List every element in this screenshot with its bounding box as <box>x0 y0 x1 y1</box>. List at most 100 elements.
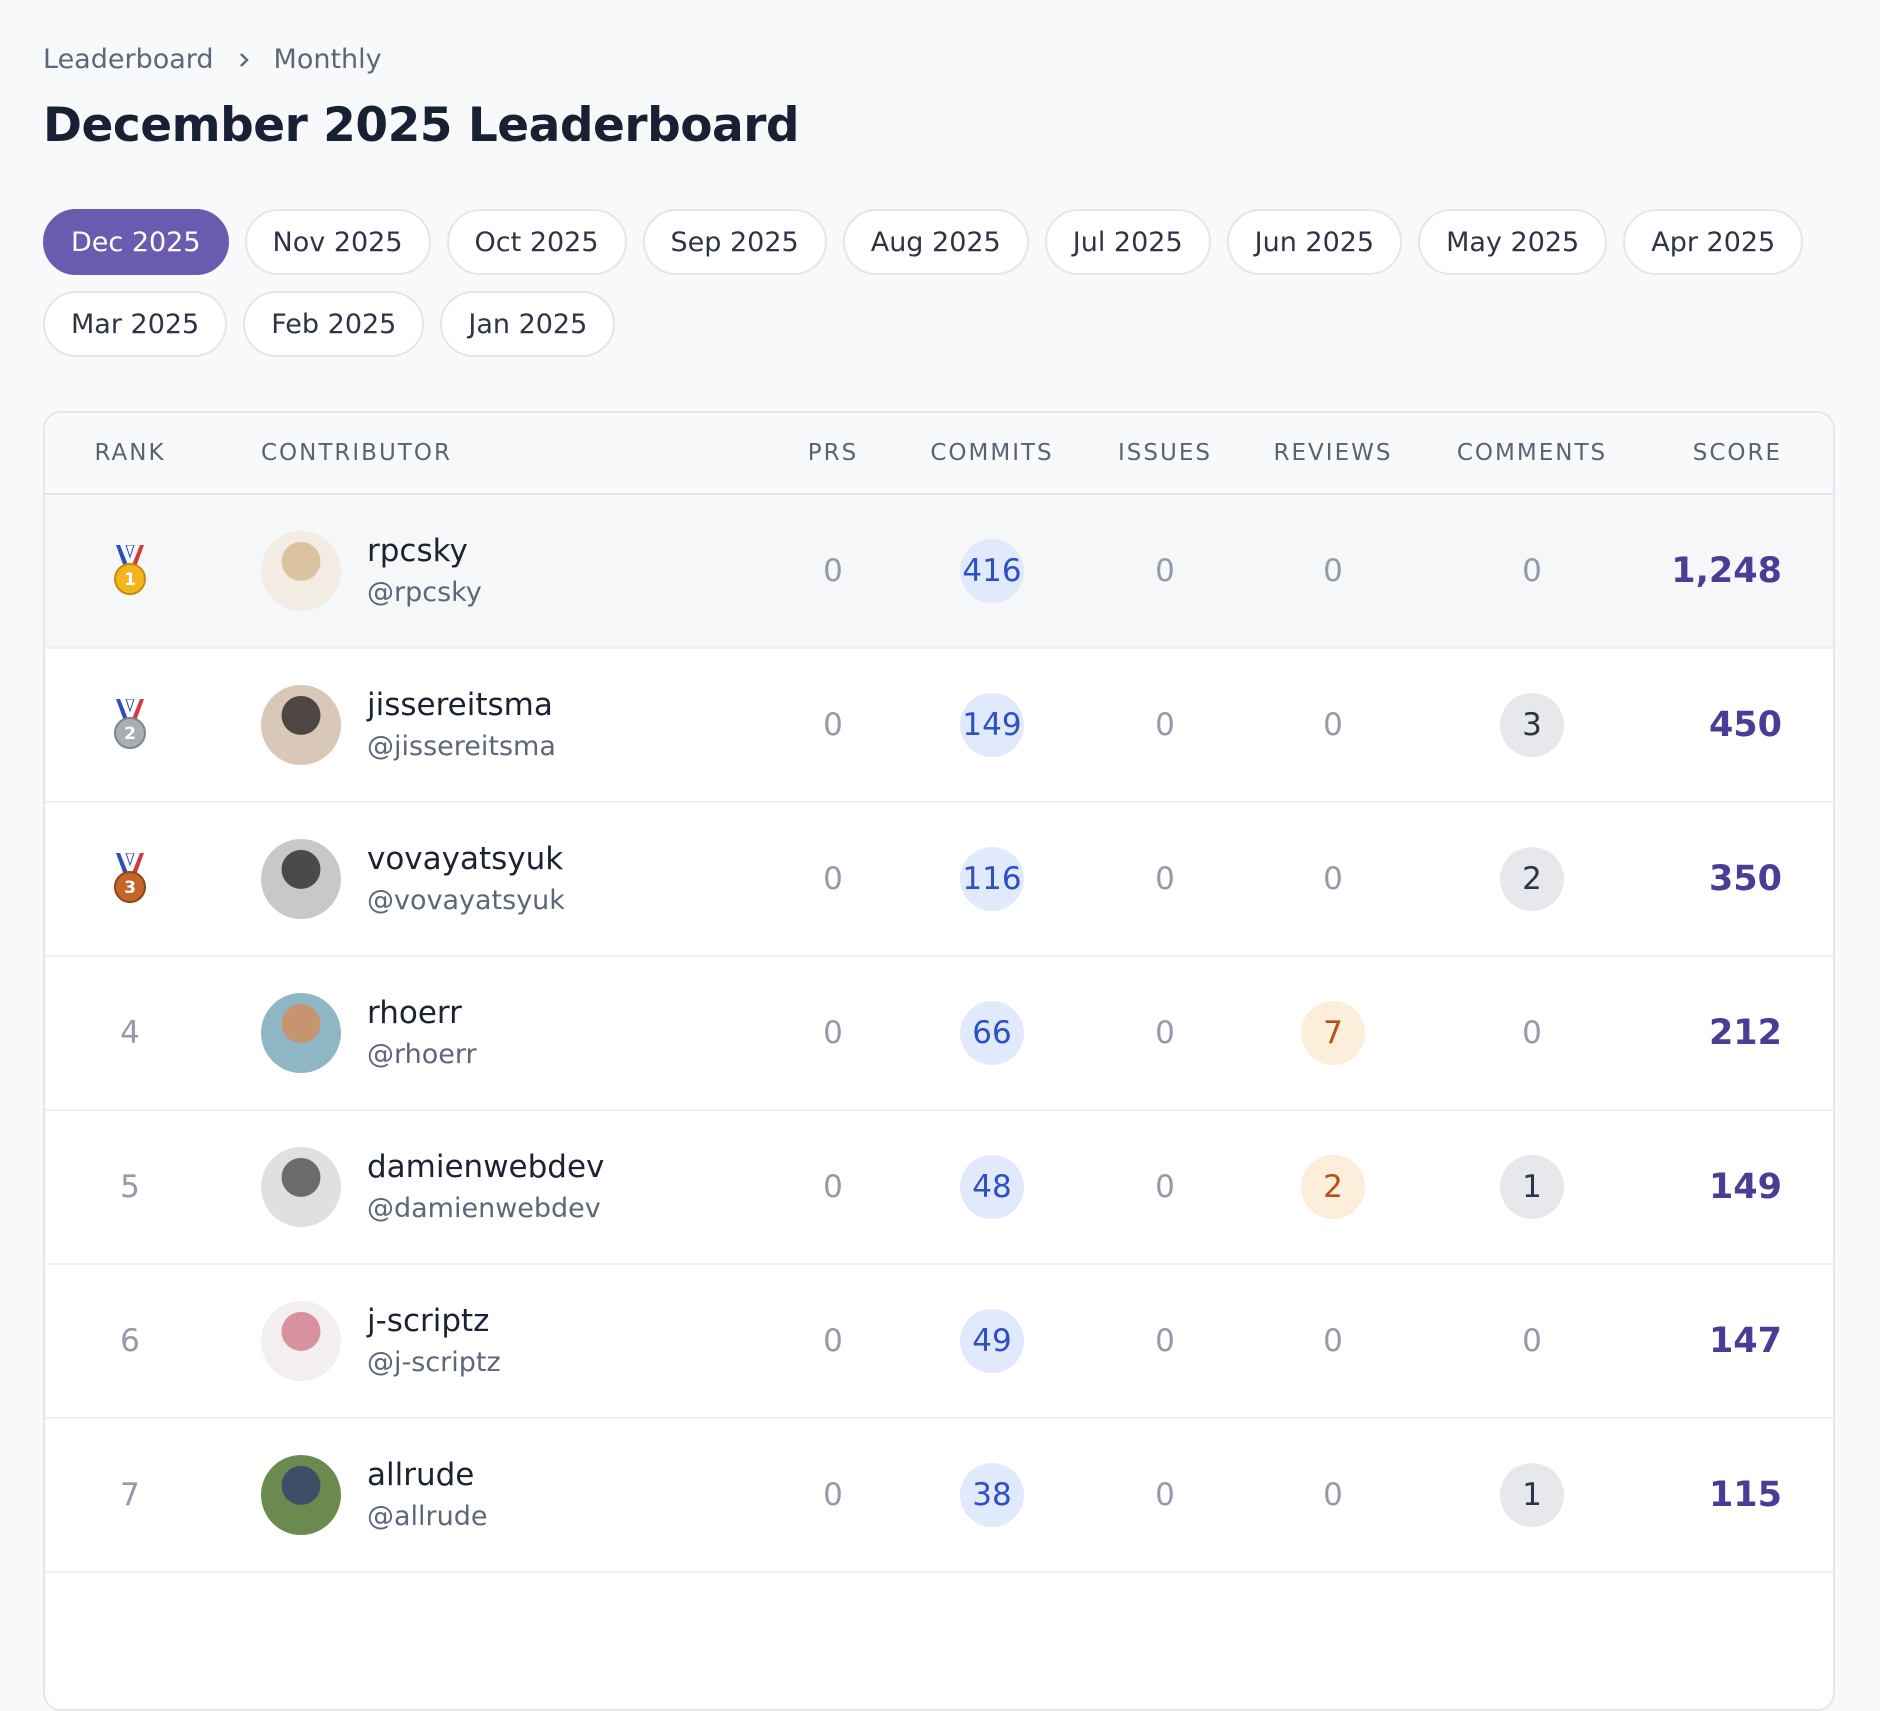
stat: 0 <box>1085 1419 1245 1571</box>
score-value: 115 <box>1708 1475 1782 1515</box>
stat-value: 0 <box>1323 707 1343 743</box>
column-header[interactable]: ISSUES <box>1118 440 1212 466</box>
avatar <box>261 685 341 765</box>
month-tab[interactable]: Aug 2025 <box>842 209 1029 275</box>
stat-badge: 416 <box>960 539 1024 603</box>
stat: 0 <box>773 1111 893 1263</box>
month-tab[interactable]: Mar 2025 <box>43 291 228 357</box>
contributor-name[interactable]: rhoerr <box>367 995 462 1031</box>
contributor-name[interactable]: jissereitsma <box>367 687 553 723</box>
stat-value: 0 <box>823 553 843 589</box>
stat-badge: 7 <box>1301 1001 1365 1065</box>
rank: 7 <box>120 1477 140 1513</box>
avatar <box>261 993 341 1073</box>
leaderboard-table: RANK CONTRIBUTOR PRS COMMITS ISSUES REVIEWS CO… <box>43 411 1835 1711</box>
table-row[interactable]: 4 rhoerr @rhoerr 0 66 0 7 0 212 <box>45 957 1833 1111</box>
column-header[interactable]: REVIEWS <box>1273 440 1393 466</box>
stat: 0 <box>1248 649 1418 801</box>
stat-value: 0 <box>1522 1323 1542 1359</box>
column-header[interactable]: SCORE <box>1692 440 1782 466</box>
stat: 0 <box>773 1419 893 1571</box>
rank-cell: 7 <box>70 1419 190 1571</box>
stat: 0 <box>773 1265 893 1417</box>
month-tab[interactable]: Dec 2025 <box>43 209 229 275</box>
contributor-name[interactable]: allrude <box>367 1457 475 1493</box>
rank: 4 <box>120 1015 140 1051</box>
score: 1,248 <box>1582 495 1782 647</box>
column-header[interactable]: COMMENTS <box>1456 440 1608 466</box>
column-header[interactable]: COMMITS <box>930 440 1054 466</box>
stat: 49 <box>902 1265 1082 1417</box>
month-tab[interactable]: Jul 2025 <box>1044 209 1211 275</box>
score: 115 <box>1582 1419 1782 1571</box>
rank-cell: 5 <box>70 1111 190 1263</box>
stat-value: 0 <box>823 861 843 897</box>
contributor-name[interactable]: rpcsky <box>367 533 468 569</box>
score: 350 <box>1582 803 1782 955</box>
table-row[interactable]: 2 jissereitsma @jissereitsma 0 149 0 0 3 450 <box>45 649 1833 803</box>
stat: 0 <box>1432 957 1632 1109</box>
stat: 149 <box>902 649 1082 801</box>
stat: 0 <box>773 957 893 1109</box>
rank-cell: 1 <box>70 495 190 647</box>
contributor-name[interactable]: damienwebdev <box>367 1149 605 1185</box>
breadcrumb-link[interactable]: Leaderboard <box>43 44 214 75</box>
page-title: December 2025 Leaderboard <box>43 98 800 153</box>
page: Leaderboard Monthly December 2025 Leader… <box>43 44 1835 1711</box>
stat-badge: 3 <box>1500 693 1564 757</box>
score-value: 450 <box>1708 705 1782 745</box>
score: 147 <box>1582 1265 1782 1417</box>
stat: 0 <box>1248 1419 1418 1571</box>
avatar <box>261 1147 341 1227</box>
column-header[interactable]: PRS <box>807 440 859 466</box>
contributor-handle: @jissereitsma <box>367 731 556 762</box>
contributor-handle: @allrude <box>367 1501 488 1532</box>
month-tab[interactable]: Nov 2025 <box>244 209 431 275</box>
stat: 1 <box>1432 1419 1632 1571</box>
stat: 38 <box>902 1419 1082 1571</box>
stat: 3 <box>1432 649 1632 801</box>
column-header: RANK <box>94 440 166 466</box>
stat: 0 <box>773 495 893 647</box>
table-header: RANK CONTRIBUTOR PRS COMMITS ISSUES REVIEWS CO… <box>45 413 1833 495</box>
table-row[interactable]: 5 damienwebdev @damienwebdev 0 48 0 2 1 149 <box>45 1111 1833 1265</box>
stat-badge: 38 <box>960 1463 1024 1527</box>
stat-value: 0 <box>1155 553 1175 589</box>
stat-value: 0 <box>1522 553 1542 589</box>
stat: 0 <box>1432 495 1632 647</box>
month-tab[interactable]: Feb 2025 <box>243 291 425 357</box>
stat: 7 <box>1248 957 1418 1109</box>
stat: 66 <box>902 957 1082 1109</box>
contributor-name[interactable]: j-scriptz <box>367 1303 490 1339</box>
stat-badge: 2 <box>1301 1155 1365 1219</box>
rank: 6 <box>120 1323 140 1359</box>
table-body: 1 rpcsky @rpcsky 0 416 0 0 0 1,248 2 jissereitsma @… <box>45 495 1833 1573</box>
table-row[interactable]: 3 vovayatsyuk @vovayatsyuk 0 116 0 0 2 350 <box>45 803 1833 957</box>
contributor-handle: @rhoerr <box>367 1039 477 1070</box>
rank-cell: 2 <box>70 649 190 801</box>
month-tab[interactable]: Oct 2025 <box>446 209 627 275</box>
month-tab[interactable]: Sep 2025 <box>642 209 827 275</box>
contributor-handle: @j-scriptz <box>367 1347 501 1378</box>
stat-value: 0 <box>1323 861 1343 897</box>
stat: 2 <box>1248 1111 1418 1263</box>
table-row[interactable]: 7 allrude @allrude 0 38 0 0 1 115 <box>45 1419 1833 1573</box>
table-row[interactable]: 6 j-scriptz @j-scriptz 0 49 0 0 0 147 <box>45 1265 1833 1419</box>
contributor-name[interactable]: vovayatsyuk <box>367 841 564 877</box>
contributor-handle: @damienwebdev <box>367 1193 601 1224</box>
month-tab[interactable]: Jun 2025 <box>1226 209 1403 275</box>
stat-value: 0 <box>823 1323 843 1359</box>
month-tab[interactable]: May 2025 <box>1418 209 1608 275</box>
stat-value: 0 <box>1155 1169 1175 1205</box>
score: 450 <box>1582 649 1782 801</box>
month-tab[interactable]: Jan 2025 <box>440 291 616 357</box>
stat: 48 <box>902 1111 1082 1263</box>
stat-badge: 116 <box>960 847 1024 911</box>
stat-value: 0 <box>823 1477 843 1513</box>
stat: 0 <box>1248 803 1418 955</box>
stat-value: 0 <box>1155 1477 1175 1513</box>
month-tab[interactable]: Apr 2025 <box>1623 209 1804 275</box>
table-row[interactable]: 1 rpcsky @rpcsky 0 416 0 0 0 1,248 <box>45 495 1833 649</box>
column-header: CONTRIBUTOR <box>261 440 452 466</box>
score: 149 <box>1582 1111 1782 1263</box>
